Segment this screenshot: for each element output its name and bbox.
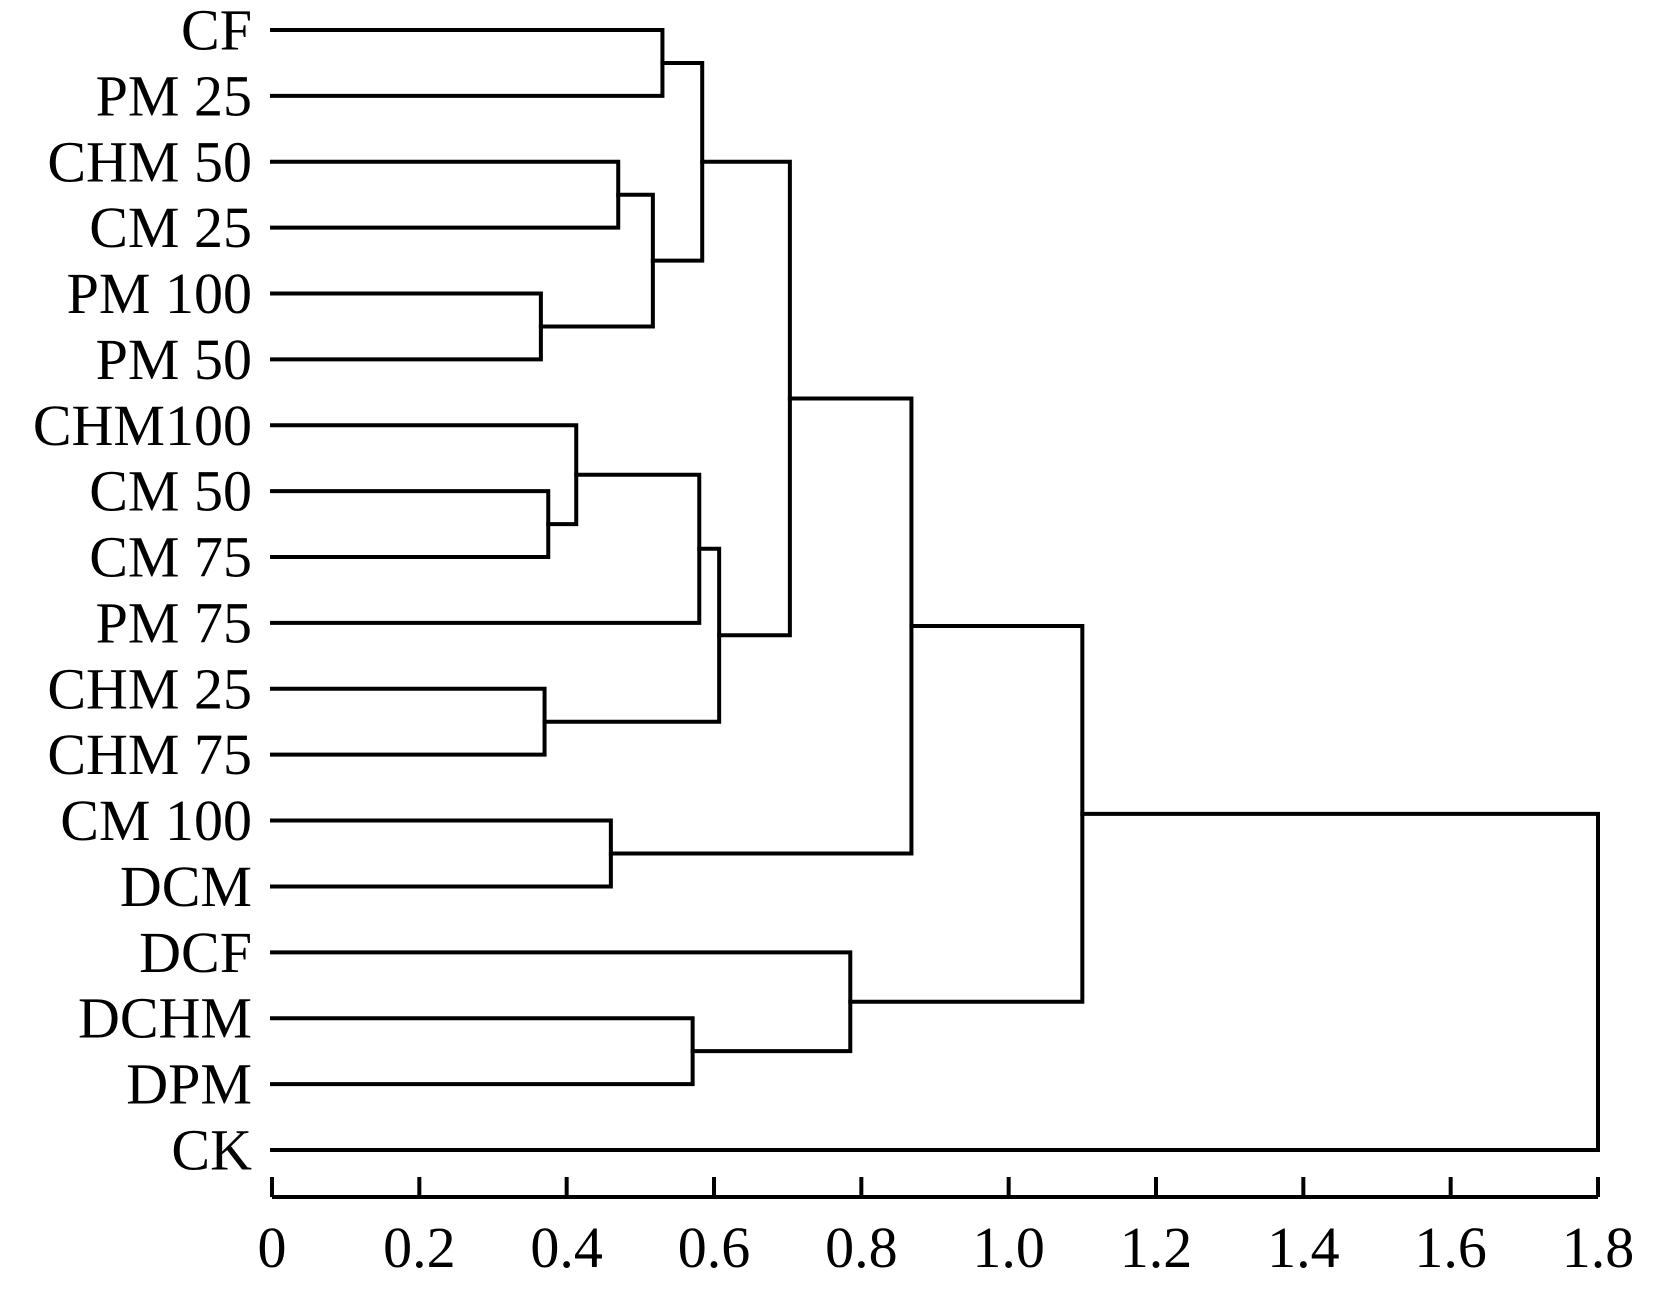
x-tick-label: 0.4 [530,1215,603,1280]
leaf-label: CM 50 [89,459,252,524]
x-tick-label: 1.2 [1120,1215,1193,1280]
leaf-label: CHM100 [33,393,252,458]
dendrogram-link [270,423,579,527]
dendrogram-link [270,950,853,1054]
leaf-label: CHM 25 [47,656,252,721]
x-axis-ticks: 0 0.2 0.4 0.6 0.8 1.0 1.2 1.4 1.6 1.8 [258,1177,1635,1280]
leaf-label: DCM [120,854,252,919]
dendrogram-link [270,159,621,230]
leaf-label: CK [171,1117,252,1182]
x-tick-label: 1.4 [1267,1215,1340,1280]
leaf-label: CM 25 [89,195,252,260]
x-tick-label: 0.8 [825,1215,898,1280]
leaf-label: CF [181,0,252,63]
dendrogram-link [270,28,665,98]
leaf-label: DPM [126,1052,252,1117]
x-tick-label: 1.0 [972,1215,1045,1280]
leaf-label: PM 50 [96,327,252,392]
dendrogram-link [700,159,792,638]
dendrogram-link [270,818,613,889]
dendrogram-link [270,686,547,757]
dendrogram-link [848,624,1085,1004]
leaf-label: CM 100 [60,788,252,853]
dendrogram-branches [270,28,1600,1152]
dendrogram-link [542,546,722,724]
dendrogram-link [270,472,702,625]
dendrogram-link [270,291,543,362]
dendrogram-link [270,489,551,560]
leaf-label: CHM 75 [47,722,252,787]
leaf-label: PM 100 [67,261,252,326]
leaf-label: CM 75 [89,525,252,590]
x-tick-label: 0.6 [678,1215,751,1280]
leaf-label: DCHM [78,986,252,1051]
dendrogram-link [270,1016,695,1087]
x-tick-label: 1.6 [1414,1215,1487,1280]
dendrogram-link [270,811,1600,1152]
dendrogram-link [538,192,655,329]
dendrogram-link [608,396,914,856]
x-tick-label: 1.8 [1562,1215,1635,1280]
leaf-label: CHM 50 [47,129,252,194]
leaf-label: DCF [139,920,252,985]
x-axis: 0 0.2 0.4 0.6 0.8 1.0 1.2 1.4 1.6 1.8 [258,1177,1635,1280]
dendrogram-link [650,60,705,263]
x-tick-label: 0.2 [383,1215,456,1280]
leaf-label: PM 75 [96,590,252,655]
leaf-label: PM 25 [96,63,252,128]
x-tick-label: 0 [258,1215,287,1280]
